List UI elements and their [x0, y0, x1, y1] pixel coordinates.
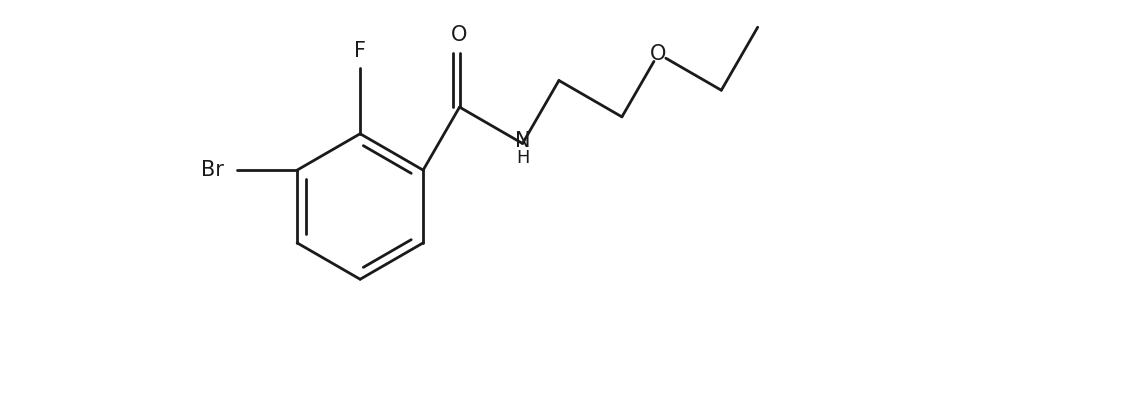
Text: N: N [515, 131, 530, 151]
Text: Br: Br [202, 160, 225, 180]
Text: F: F [354, 41, 367, 61]
Text: O: O [650, 44, 666, 64]
Text: O: O [452, 25, 468, 45]
Text: H: H [516, 150, 529, 167]
